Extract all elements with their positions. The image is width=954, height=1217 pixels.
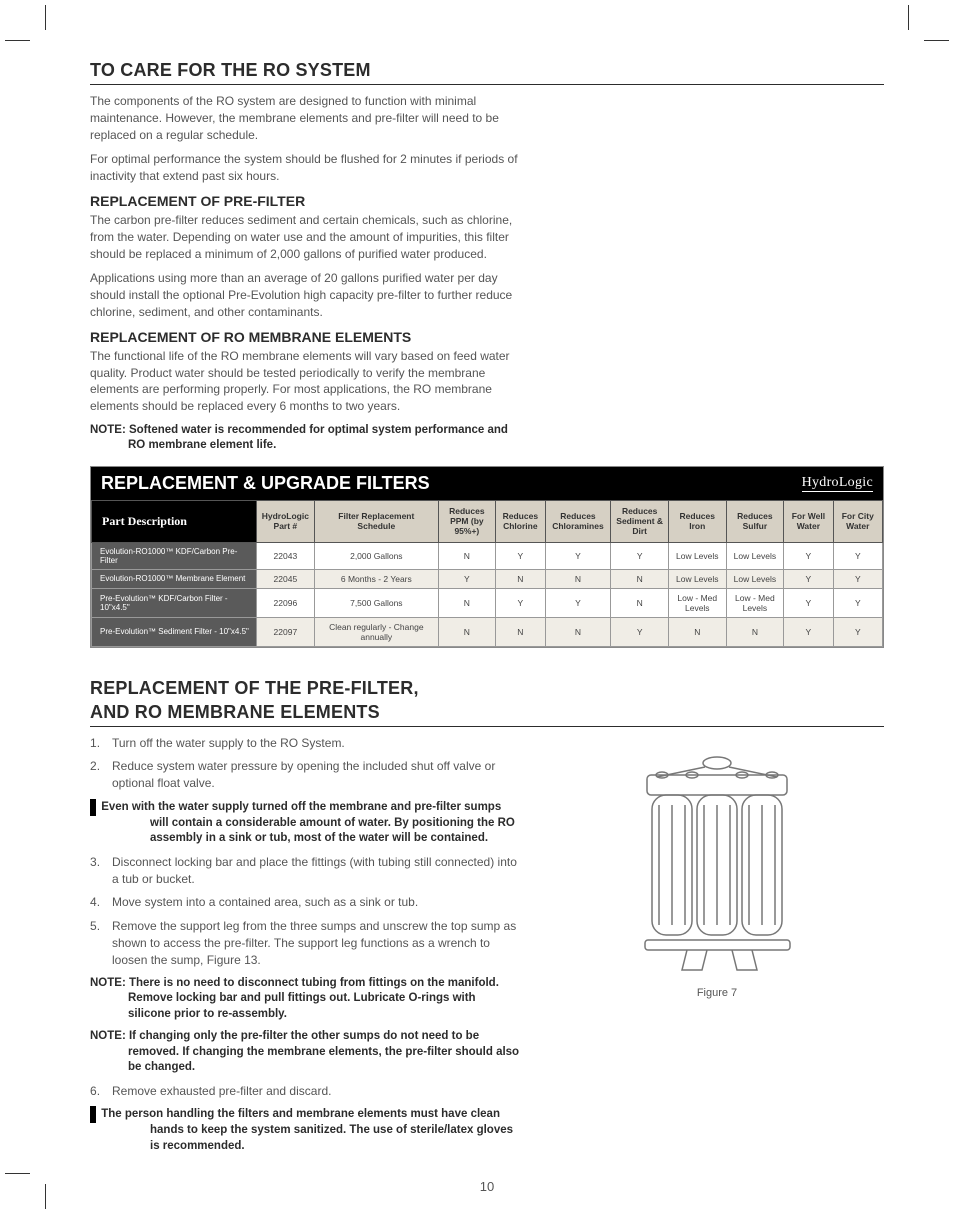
table-cell: Y bbox=[833, 542, 882, 569]
table-cell: Low - Med Levels bbox=[668, 588, 726, 617]
step-item: Disconnect locking bar and place the fit… bbox=[90, 854, 520, 888]
table-header: Reduces Chlorine bbox=[496, 500, 545, 542]
table-cell: Y bbox=[833, 588, 882, 617]
table-cell: Y bbox=[496, 542, 545, 569]
step-item: Move system into a contained area, such … bbox=[90, 894, 520, 911]
body-text: The components of the RO system are desi… bbox=[90, 93, 520, 143]
table-header: Filter Replacement Schedule bbox=[315, 500, 438, 542]
table-cell: Y bbox=[784, 542, 833, 569]
table-cell: Low Levels bbox=[668, 542, 726, 569]
figure-caption: Figure 7 bbox=[697, 987, 737, 999]
table-header: For City Water bbox=[833, 500, 882, 542]
table-cell: N bbox=[545, 617, 611, 646]
step-item: Remove exhausted pre-filter and discard. bbox=[90, 1083, 520, 1100]
table-cell: Y bbox=[545, 588, 611, 617]
table-header: Reduces PPM (by 95%+) bbox=[438, 500, 496, 542]
table-cell: N bbox=[668, 617, 726, 646]
filters-table-container: REPLACEMENT & UPGRADE FILTERS HydroLogic… bbox=[90, 466, 884, 648]
table-cell: 22097 bbox=[256, 617, 314, 646]
filters-table: Part DescriptionHydroLogic Part #Filter … bbox=[91, 500, 883, 647]
table-cell: Y bbox=[833, 617, 882, 646]
table-cell: N bbox=[496, 617, 545, 646]
table-row: Pre-Evolution™ Sediment Filter - 10"x4.5… bbox=[92, 617, 883, 646]
table-cell: N bbox=[611, 588, 669, 617]
table-header: Reduces Sulfur bbox=[726, 500, 784, 542]
step-item: Turn off the water supply to the RO Syst… bbox=[90, 735, 520, 752]
body-text: The carbon pre-filter reduces sediment a… bbox=[90, 212, 520, 262]
table-title: REPLACEMENT & UPGRADE FILTERS bbox=[101, 473, 430, 494]
table-cell: Y bbox=[611, 542, 669, 569]
table-cell: 6 Months - 2 Years bbox=[315, 569, 438, 588]
table-cell: Y bbox=[438, 569, 496, 588]
table-cell: 2,000 Gallons bbox=[315, 542, 438, 569]
table-cell: 22043 bbox=[256, 542, 314, 569]
table-cell: Y bbox=[496, 588, 545, 617]
table-cell: Pre-Evolution™ Sediment Filter - 10"x4.5… bbox=[92, 617, 257, 646]
note-text: NOTE: There is no need to disconnect tub… bbox=[90, 976, 520, 1023]
step-item: Reduce system water pressure by opening … bbox=[90, 758, 520, 792]
table-cell: Evolution-RO1000™ Membrane Element bbox=[92, 569, 257, 588]
table-cell: Y bbox=[784, 617, 833, 646]
table-cell: N bbox=[438, 542, 496, 569]
table-cell: Evolution-RO1000™ KDF/Carbon Pre-Filter bbox=[92, 542, 257, 569]
table-cell: Y bbox=[545, 542, 611, 569]
body-text: Applications using more than an average … bbox=[90, 270, 520, 320]
table-cell: N bbox=[545, 569, 611, 588]
body-text: The functional life of the RO membrane e… bbox=[90, 348, 520, 415]
table-row: Evolution-RO1000™ Membrane Element220456… bbox=[92, 569, 883, 588]
table-cell: Y bbox=[784, 588, 833, 617]
table-header: For Well Water bbox=[784, 500, 833, 542]
table-cell: Low Levels bbox=[726, 569, 784, 588]
table-cell: Y bbox=[784, 569, 833, 588]
step-item: Remove the support leg from the three su… bbox=[90, 918, 520, 968]
table-cell: N bbox=[438, 588, 496, 617]
table-header: Part Description bbox=[92, 500, 257, 542]
table-title-bar: REPLACEMENT & UPGRADE FILTERS HydroLogic bbox=[91, 467, 883, 500]
note-text: NOTE: Softened water is recommended for … bbox=[90, 423, 520, 454]
table-row: Pre-Evolution™ KDF/Carbon Filter - 10"x4… bbox=[92, 588, 883, 617]
table-cell: Y bbox=[833, 569, 882, 588]
table-cell: Low - Med Levels bbox=[726, 588, 784, 617]
section-heading: REPLACEMENT OF THE PRE-FILTER, bbox=[90, 678, 884, 702]
table-cell: N bbox=[496, 569, 545, 588]
figure-7-diagram bbox=[587, 745, 847, 975]
page-number: 10 bbox=[90, 1179, 884, 1194]
table-cell: Low Levels bbox=[726, 542, 784, 569]
note-text: NOTE: If changing only the pre-filter th… bbox=[90, 1029, 520, 1076]
table-cell: N bbox=[726, 617, 784, 646]
table-cell: 22045 bbox=[256, 569, 314, 588]
section-heading: AND RO MEMBRANE ELEMENTS bbox=[90, 702, 884, 727]
table-header: HydroLogic Part # bbox=[256, 500, 314, 542]
table-header: Reduces Sediment & Dirt bbox=[611, 500, 669, 542]
caution-text: CAUTION: Even with the water supply turn… bbox=[90, 799, 520, 847]
sub-heading: REPLACEMENT OF RO MEMBRANE ELEMENTS bbox=[90, 329, 884, 345]
table-cell: Y bbox=[611, 617, 669, 646]
table-cell: Clean regularly - Change annually bbox=[315, 617, 438, 646]
table-row: Evolution-RO1000™ KDF/Carbon Pre-Filter2… bbox=[92, 542, 883, 569]
caution-text: CAUTION: The person handling the filters… bbox=[90, 1106, 520, 1154]
body-text: For optimal performance the system shoul… bbox=[90, 151, 520, 185]
section-heading: TO CARE FOR THE RO SYSTEM bbox=[90, 60, 884, 85]
table-cell: N bbox=[611, 569, 669, 588]
table-cell: N bbox=[438, 617, 496, 646]
table-cell: Pre-Evolution™ KDF/Carbon Filter - 10"x4… bbox=[92, 588, 257, 617]
sub-heading: REPLACEMENT OF PRE-FILTER bbox=[90, 193, 884, 209]
table-cell: 22096 bbox=[256, 588, 314, 617]
brand-logo: HydroLogic bbox=[802, 475, 873, 492]
table-cell: Low Levels bbox=[668, 569, 726, 588]
table-header: Reduces Chloramines bbox=[545, 500, 611, 542]
table-header: Reduces Iron bbox=[668, 500, 726, 542]
table-cell: 7,500 Gallons bbox=[315, 588, 438, 617]
